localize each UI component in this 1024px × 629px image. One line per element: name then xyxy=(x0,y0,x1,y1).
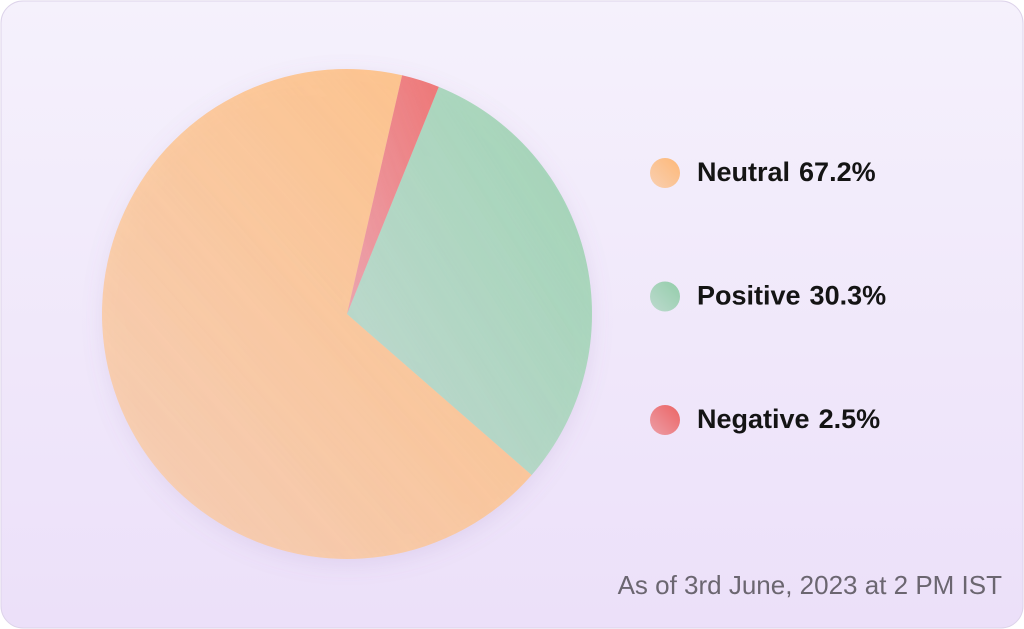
legend-value: 30.3% xyxy=(810,281,887,311)
legend-value: 2.5% xyxy=(819,404,881,434)
legend-entry: Neutral 67.2% xyxy=(697,157,876,187)
legend-name: Positive xyxy=(697,281,801,311)
legend-swatch xyxy=(650,405,680,435)
legend-swatch xyxy=(650,281,680,312)
legend-entry: Positive 30.3% xyxy=(697,281,886,311)
annotation: As of 3rd June, 2023 at 2 PM IST xyxy=(618,570,1003,600)
legend-name: Negative xyxy=(697,404,810,434)
legend-name: Neutral xyxy=(697,157,790,187)
legend-value: 67.2% xyxy=(799,157,876,187)
pie xyxy=(102,69,592,560)
legend-entry: Negative 2.5% xyxy=(697,404,880,434)
legend-swatch xyxy=(650,158,680,188)
